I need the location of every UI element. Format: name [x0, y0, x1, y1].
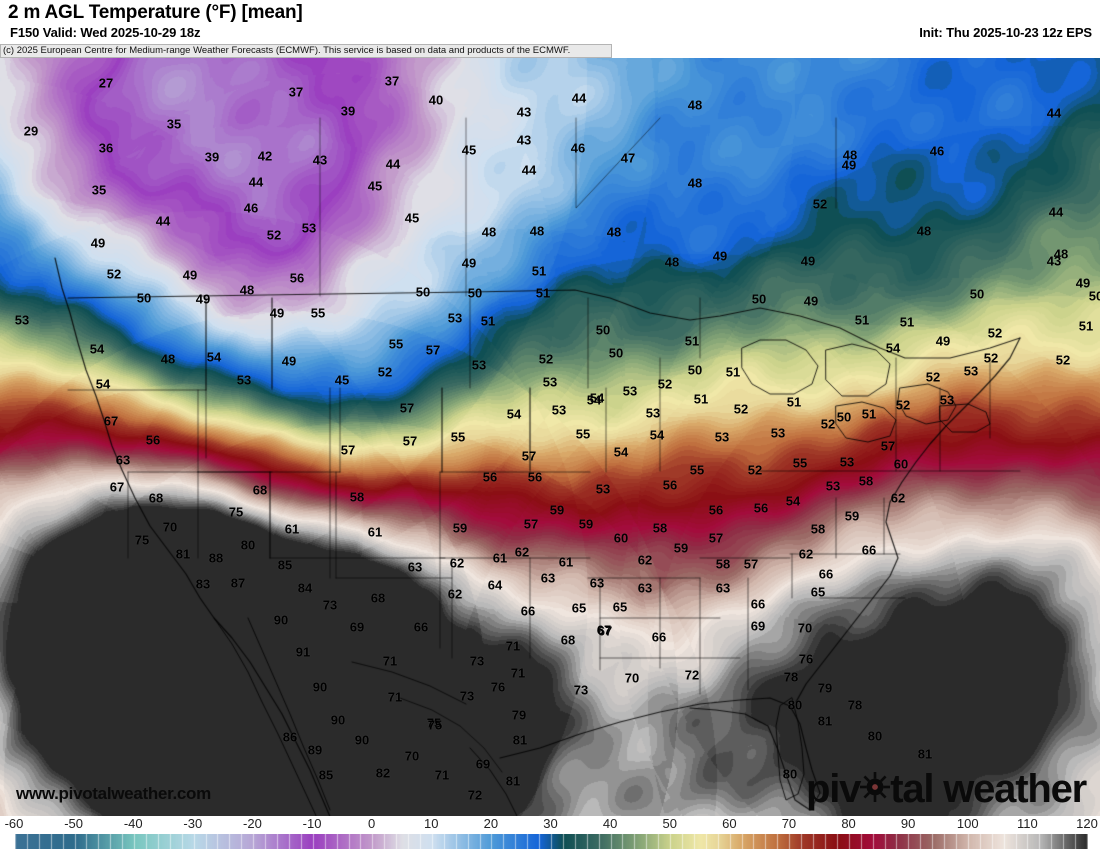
map-header: 2 m AGL Temperature (°F) [mean] F150 Val… [0, 0, 1100, 44]
site-url-watermark: www.pivotalweather.com [16, 784, 211, 803]
colorbar-tick-80: 80 [841, 816, 856, 831]
colorbar-tick-50: 50 [662, 816, 677, 831]
colorbar-tick-30: 30 [543, 816, 558, 831]
valid-time-label: F150 Valid: Wed 2025-10-29 18z [10, 25, 201, 40]
copyright-notice: (c) 2025 European Centre for Medium-rang… [0, 44, 612, 58]
temperature-field-canvas [0, 58, 1100, 816]
pivotal-weather-logo: piv tal weather [806, 767, 1087, 812]
colorbar-gradient [14, 833, 1088, 849]
weather-map[interactable]: 27 29 36 35 35 39 42 43 44 46 52 53 44 49 52 50 49 49 48 56… [0, 58, 1100, 816]
colorbar-tick-120: 120 [1076, 816, 1098, 831]
logo-text-part1: piv [806, 767, 861, 811]
page-title: 2 m AGL Temperature (°F) [mean] [8, 2, 303, 23]
colorbar-tick--20: -20 [243, 816, 262, 831]
colorbar-tick-90: 90 [900, 816, 916, 831]
colorbar-tick-labels: -60 -50 -40 -30 -20 -10 0 10 20 30 40 50 60 70 80 90 100… [0, 816, 1100, 833]
colorbar-tick-100: 100 [956, 816, 979, 831]
colorbar-tick--10: -10 [302, 816, 322, 831]
init-time-label: Init: Thu 2025-10-23 12z EPS [919, 25, 1092, 40]
colorbar-tick--50: -50 [64, 816, 84, 831]
colorbar-tick-60: 60 [722, 816, 737, 831]
colorbar-tick-70: 70 [781, 816, 797, 831]
colorbar-tick-0: 0 [368, 816, 376, 831]
temperature-colorbar-legend: -60 -50 -40 -30 -20 -10 0 10 20 30 40 50 60 70 80 90 100… [0, 816, 1100, 850]
colorbar-tick--30: -30 [183, 816, 203, 831]
sun-gear-icon [860, 772, 891, 802]
colorbar-tick--40: -40 [123, 816, 143, 831]
logo-text-part2: tal weather [890, 767, 1087, 811]
colorbar-tick--60: -60 [4, 816, 24, 831]
colorbar-tick-20: 20 [483, 816, 499, 831]
colorbar-tick-110: 110 [1017, 816, 1038, 831]
colorbar-tick-40: 40 [602, 816, 618, 831]
colorbar-canvas [15, 834, 1088, 849]
colorbar-tick-10: 10 [424, 816, 439, 831]
